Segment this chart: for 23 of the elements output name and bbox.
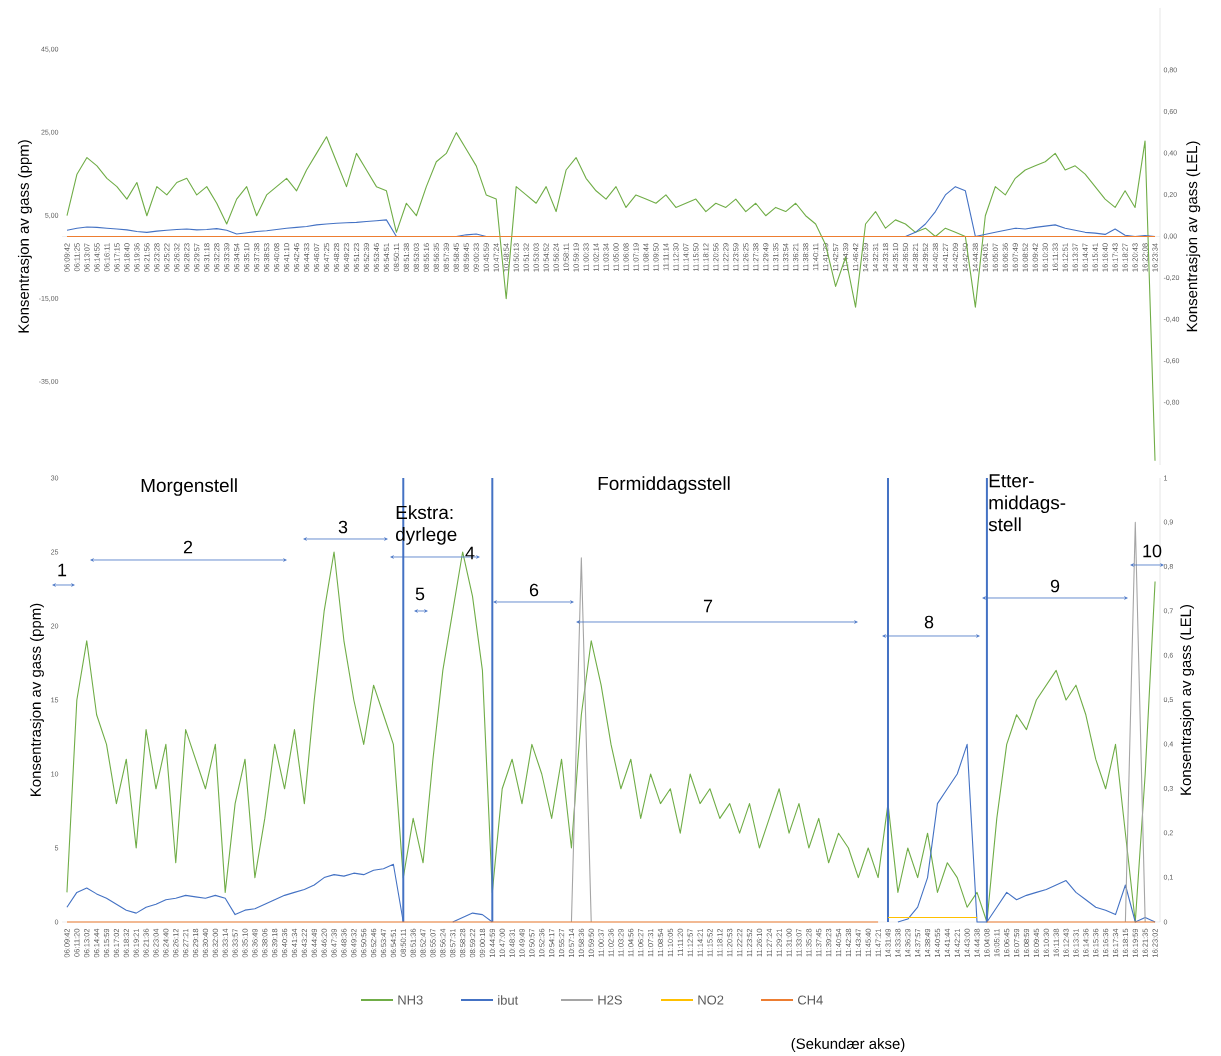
annotation: 7 (703, 599, 713, 613)
annotation: 8 (924, 615, 934, 629)
annotation: 1 (58, 563, 67, 577)
annotation: 6 (529, 583, 539, 597)
annotation: 3 (338, 520, 348, 534)
legend-label: H2S (598, 995, 622, 1005)
legend-label: NO2 (698, 995, 724, 1005)
legend-label: CH4 (797, 995, 823, 1005)
y-axis-title: Konsentrasjon av gass (ppm) (17, 140, 32, 333)
legend-label: ibut (498, 995, 519, 1005)
annotation: Morgenstell (141, 478, 237, 496)
annotation: Etter-middags-stell (988, 474, 1066, 532)
y-axis-title: Konsentrasjon av gass (ppm) (29, 603, 44, 796)
legend-label: NH3 (398, 995, 423, 1005)
y2-axis-title: Konsentrasjon av gass (LEL) (1186, 141, 1201, 332)
annotation: 5 (415, 587, 425, 601)
annotation: 2 (183, 540, 193, 554)
annotation: 4 (465, 546, 475, 560)
y2-axis-title: Konsentrasjon av gass (LEL) (1180, 605, 1194, 795)
annotation: Formiddagsstell (598, 476, 730, 494)
annotation: 10 (1143, 544, 1162, 558)
annotation: 9 (1050, 579, 1060, 593)
text: (Sekundær akse) (791, 1038, 905, 1052)
